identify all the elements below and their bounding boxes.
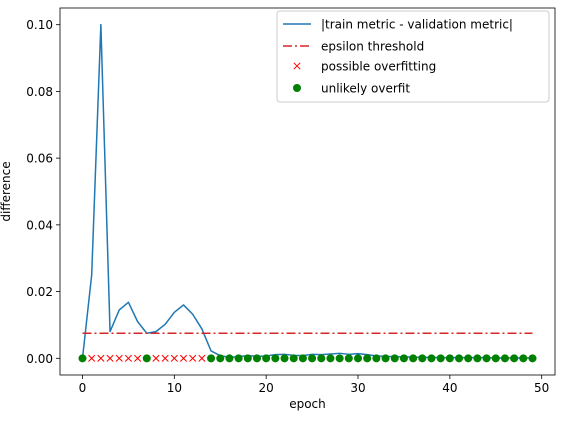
marker-unlikely-overfit bbox=[234, 354, 243, 363]
legend-label: possible overfitting bbox=[321, 60, 436, 74]
marker-x-stroke bbox=[134, 354, 142, 362]
marker-unlikely-overfit bbox=[298, 354, 307, 363]
x-tick-label: 20 bbox=[259, 381, 274, 395]
x-tick-label: 30 bbox=[350, 381, 365, 395]
legend-swatch-possible bbox=[293, 62, 301, 70]
marker-x-stroke bbox=[189, 354, 197, 362]
marker-x-stroke bbox=[170, 354, 178, 362]
x-tick-label: 40 bbox=[442, 381, 457, 395]
marker-x-stroke bbox=[161, 354, 169, 362]
marker-unlikely-overfit bbox=[409, 354, 418, 363]
marker-unlikely-overfit bbox=[519, 354, 528, 363]
plot-area bbox=[78, 23, 537, 363]
marker-possible-overfitting bbox=[124, 354, 132, 362]
legend-label: unlikely overfit bbox=[321, 82, 410, 96]
marker-x-stroke bbox=[198, 354, 206, 362]
legend-box bbox=[276, 10, 550, 103]
y-tick-label: 0.04 bbox=[26, 218, 53, 232]
marker-possible-overfitting bbox=[189, 354, 197, 362]
x-tick-label: 0 bbox=[79, 381, 87, 395]
marker-unlikely-overfit bbox=[252, 354, 261, 363]
marker-unlikely-overfit bbox=[271, 354, 280, 363]
marker-x-stroke bbox=[88, 354, 96, 362]
marker-unlikely-overfit bbox=[390, 354, 399, 363]
marker-unlikely-overfit bbox=[243, 354, 252, 363]
marker-x-stroke bbox=[115, 354, 123, 362]
marker-x-stroke bbox=[152, 354, 160, 362]
marker-unlikely-overfit bbox=[500, 354, 509, 363]
legend-label: epsilon threshold bbox=[321, 40, 424, 54]
marker-unlikely-overfit bbox=[225, 354, 234, 363]
marker-x-stroke bbox=[179, 354, 188, 362]
marker-unlikely-overfit bbox=[510, 354, 519, 363]
legend-label: |train metric - validation metric| bbox=[321, 18, 513, 32]
marker-unlikely-overfit bbox=[436, 354, 445, 363]
marker-possible-overfitting bbox=[97, 354, 105, 362]
marker-unlikely-overfit bbox=[354, 354, 363, 363]
marker-possible-overfitting bbox=[170, 354, 178, 362]
marker-x-stroke bbox=[124, 354, 132, 362]
marker-unlikely-overfit bbox=[464, 354, 473, 363]
marker-unlikely-overfit bbox=[142, 354, 151, 363]
marker-possible-overfitting bbox=[161, 354, 169, 362]
marker-unlikely-overfit bbox=[482, 354, 491, 363]
marker-unlikely-overfit bbox=[326, 354, 335, 363]
marker-unlikely-overfit bbox=[372, 354, 381, 363]
y-axis-label: difference bbox=[0, 161, 13, 221]
x-axis: 0 10 20 30 40 50 bbox=[79, 375, 549, 395]
marker-unlikely-overfit bbox=[399, 354, 408, 363]
marker-x-stroke bbox=[106, 354, 114, 362]
x-tick-label: 50 bbox=[534, 381, 549, 395]
legend-swatch-unlikely bbox=[293, 84, 301, 92]
marker-x-stroke bbox=[293, 62, 301, 70]
marker-unlikely-overfit bbox=[78, 354, 87, 363]
marker-unlikely-overfit bbox=[280, 354, 289, 363]
marker-x-stroke bbox=[97, 354, 105, 362]
marker-unlikely-overfit bbox=[528, 354, 537, 363]
x-axis-label: epoch bbox=[289, 397, 326, 411]
marker-unlikely-overfit bbox=[418, 354, 427, 363]
marker-possible-overfitting bbox=[88, 354, 96, 362]
y-tick-label: 0.10 bbox=[26, 18, 53, 32]
marker-unlikely-overfit bbox=[455, 354, 464, 363]
marker-unlikely-overfit bbox=[363, 354, 372, 363]
marker-unlikely-overfit bbox=[308, 354, 317, 363]
legend: |train metric - validation metric| epsilo… bbox=[276, 10, 550, 103]
y-tick-label: 0.02 bbox=[26, 285, 53, 299]
marker-unlikely-overfit bbox=[381, 354, 390, 363]
marker-possible-overfitting bbox=[179, 354, 188, 362]
marker-possible-overfitting bbox=[152, 354, 160, 362]
y-tick-label: 0.00 bbox=[26, 352, 53, 366]
marker-unlikely-overfit bbox=[207, 354, 216, 363]
marker-unlikely-overfit bbox=[427, 354, 436, 363]
y-tick-label: 0.08 bbox=[26, 85, 53, 99]
marker-possible-overfitting bbox=[106, 354, 114, 362]
marker-unlikely-overfit bbox=[335, 354, 344, 363]
marker-unlikely-overfit bbox=[317, 354, 326, 363]
x-tick-label: 10 bbox=[167, 381, 182, 395]
marker-possible-overfitting bbox=[115, 354, 123, 362]
y-axis: 0.00 0.02 0.04 0.06 0.08 0.10 bbox=[26, 18, 60, 366]
y-tick-label: 0.06 bbox=[26, 152, 53, 166]
marker-unlikely-overfit bbox=[289, 354, 298, 363]
axes-frame bbox=[59, 7, 556, 376]
marker-unlikely-overfit bbox=[262, 354, 271, 363]
marker-possible-overfitting bbox=[134, 354, 142, 362]
marker-unlikely-overfit bbox=[473, 354, 482, 363]
marker-unlikely-overfit bbox=[445, 354, 454, 363]
marker-unlikely-overfit bbox=[216, 354, 225, 363]
marker-possible-overfitting bbox=[198, 354, 206, 362]
marker-unlikely-overfit bbox=[344, 354, 353, 363]
marker-unlikely-overfit bbox=[491, 354, 500, 363]
